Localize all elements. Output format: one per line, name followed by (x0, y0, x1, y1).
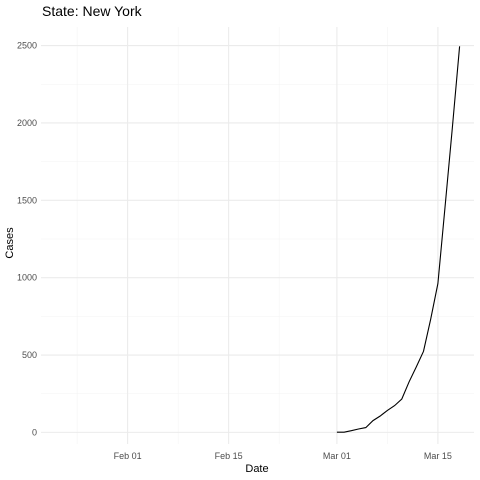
series-layer (336, 46, 461, 433)
y-tick-label: 0 (32, 427, 37, 437)
chart-title: State: New York (42, 3, 143, 19)
series-line (336, 46, 461, 433)
x-tick-labels: Feb 01 Feb 15 Mar 01 Mar 15 (114, 451, 452, 461)
x-tick-label: Mar 15 (424, 451, 452, 461)
y-tick-label: 500 (22, 350, 37, 360)
x-tick-label: Mar 01 (323, 451, 351, 461)
y-tick-labels: 0 500 1000 1500 2000 2500 (17, 41, 37, 438)
y-tick-label: 2500 (17, 41, 37, 51)
x-tick-label: Feb 01 (114, 451, 142, 461)
x-axis-title: Date (245, 463, 268, 475)
y-tick-label: 1500 (17, 195, 37, 205)
grid (41, 27, 474, 444)
y-tick-label: 1000 (17, 273, 37, 283)
y-tick-label: 2000 (17, 118, 37, 128)
x-tick-label: Feb 15 (215, 451, 243, 461)
y-axis-title: Cases (4, 227, 16, 259)
